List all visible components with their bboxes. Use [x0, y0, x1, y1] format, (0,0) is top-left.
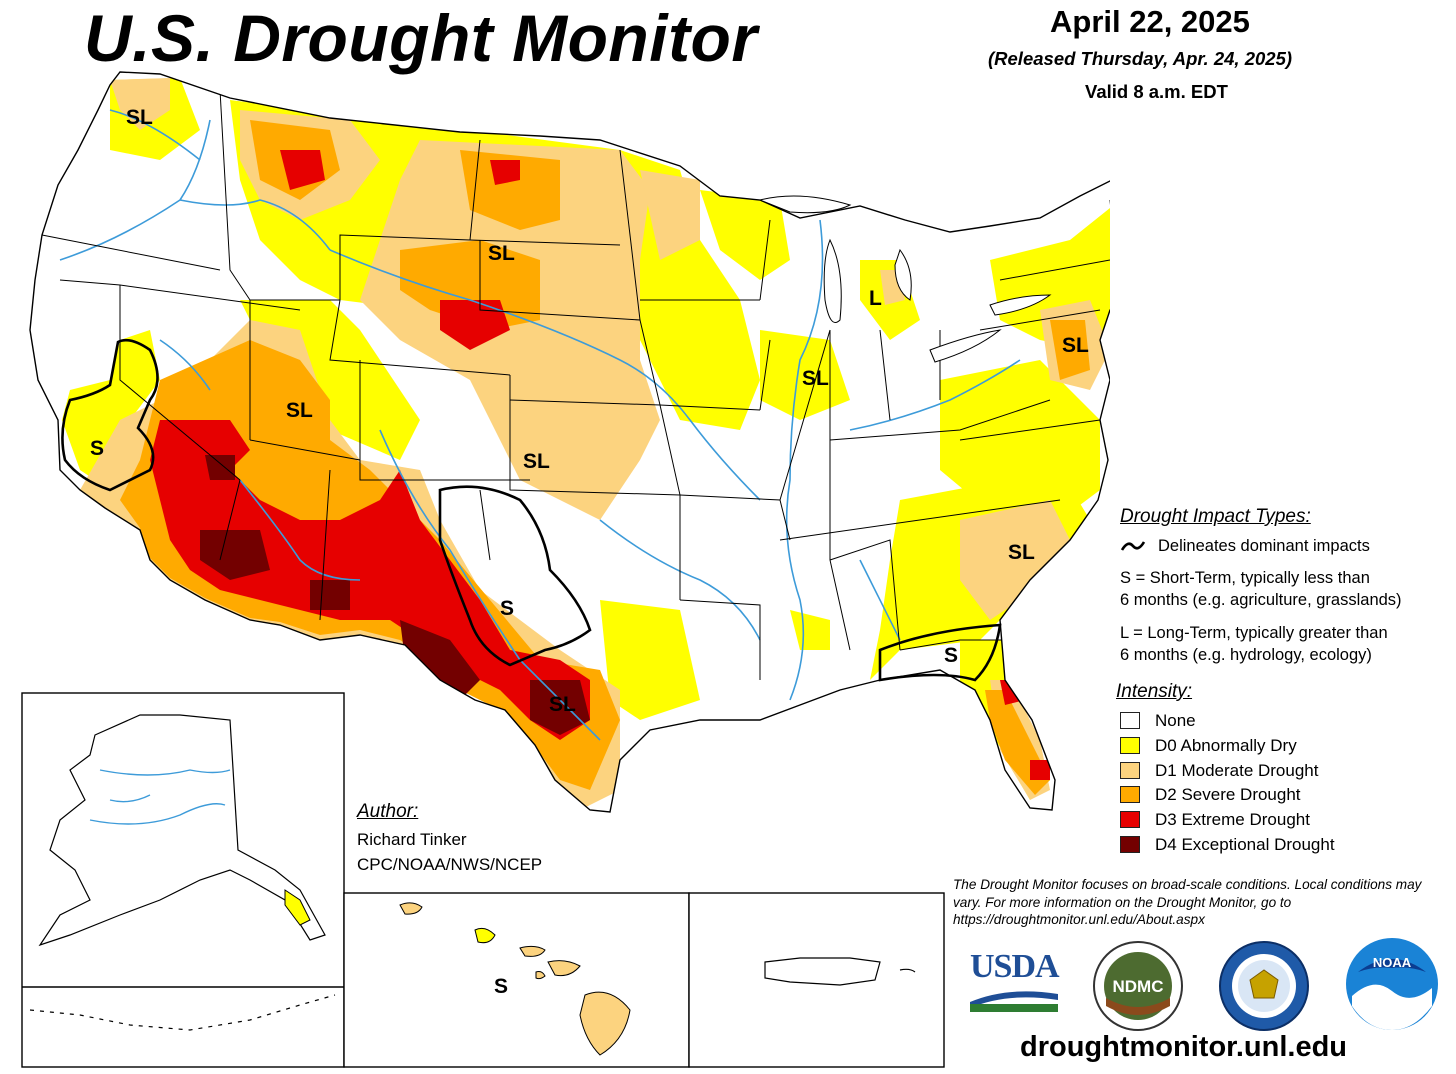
legend-d4: D4 Exceptional Drought: [1155, 835, 1335, 854]
alaska-inset: [21, 692, 345, 1068]
label-california: S: [90, 437, 104, 460]
author-heading: Author:: [357, 801, 419, 822]
label-georgia-florida: S: [944, 644, 958, 667]
d3-areas: [150, 150, 1050, 780]
label-central-plains: SL: [523, 450, 550, 473]
ndmc-logo: NDMC: [1093, 941, 1183, 1031]
impact-line-icon: [1120, 541, 1146, 551]
disclaimer-text: The Drought Monitor focuses on broad-sca…: [953, 877, 1422, 927]
swatch-d3: [1120, 811, 1140, 828]
website-url[interactable]: droughtmonitor.unl.edu: [1020, 1031, 1348, 1063]
label-carolinas: SL: [1008, 541, 1035, 564]
drought-map: SL SL SL SL SL L SL S S SL SL S S: [21, 71, 1110, 1068]
rivers: [59, 109, 1021, 741]
label-great-basin: SL: [286, 399, 313, 422]
label-south-texas: SL: [549, 693, 576, 716]
usda-swoosh-icon: [970, 991, 1058, 1012]
label-pacific-nw: SL: [126, 106, 153, 129]
valid-time: Valid 8 a.m. EDT: [1085, 81, 1228, 102]
label-texas-panhandle: S: [500, 597, 514, 620]
label-hawaii: S: [494, 975, 508, 998]
usda-logo-text: USDA: [970, 948, 1060, 985]
puerto-rico-landmass: [764, 957, 881, 986]
label-northern-plains: SL: [488, 242, 515, 265]
great-lakes: [758, 195, 1052, 363]
noaa-logo: NOAA: [1346, 938, 1438, 1030]
legend-d1: D1 Moderate Drought: [1155, 761, 1319, 780]
puerto-rico-inset: [688, 892, 945, 1068]
delineates-text: Delineates dominant impacts: [1158, 537, 1370, 555]
conus-outline: [29, 71, 1110, 813]
impact-boundaries: [61, 338, 1002, 682]
legend-d0: D0 Abnormally Dry: [1155, 736, 1297, 755]
legend-none: None: [1155, 711, 1196, 730]
commerce-seal-icon: [1219, 941, 1309, 1031]
d4-areas: [200, 455, 590, 735]
release-date: (Released Thursday, Apr. 24, 2025): [988, 48, 1293, 69]
legend-d2: D2 Severe Drought: [1155, 785, 1301, 804]
short-term-line1: S = Short-Term, typically less than: [1120, 569, 1370, 587]
map-date: April 22, 2025: [1050, 4, 1250, 39]
swatch-d1: [1120, 762, 1140, 779]
usda-logo: USDA: [968, 946, 1060, 1016]
hawaii-inset: S: [343, 892, 690, 1068]
intensity-heading: Intensity:: [1116, 681, 1193, 702]
label-mid-atlantic: SL: [1062, 334, 1089, 357]
state-borders: [41, 89, 1110, 680]
swatch-d2: [1120, 786, 1140, 803]
label-michigan: L: [869, 287, 882, 310]
noaa-logo-text: NOAA: [1373, 955, 1412, 970]
author-org: CPC/NOAA/NWS/NCEP: [357, 855, 543, 874]
label-midwest: SL: [802, 367, 829, 390]
swatch-d4: [1120, 836, 1140, 853]
impact-types-heading: Drought Impact Types:: [1120, 506, 1311, 527]
swatch-none: [1120, 712, 1140, 729]
long-term-line1: L = Long-Term, typically greater than: [1120, 624, 1388, 642]
map-title: U.S. Drought Monitor: [84, 1, 758, 75]
swatch-d0: [1120, 737, 1140, 754]
author-name: Richard Tinker: [357, 830, 467, 849]
long-term-line2: 6 months (e.g. hydrology, ecology): [1120, 646, 1372, 664]
impact-labels: SL SL SL SL SL L SL S S SL SL S: [90, 106, 1089, 716]
legend-d3: D3 Extreme Drought: [1155, 810, 1310, 829]
short-term-line2: 6 months (e.g. agriculture, grasslands): [1120, 591, 1402, 609]
ndmc-logo-text: NDMC: [1113, 977, 1164, 996]
